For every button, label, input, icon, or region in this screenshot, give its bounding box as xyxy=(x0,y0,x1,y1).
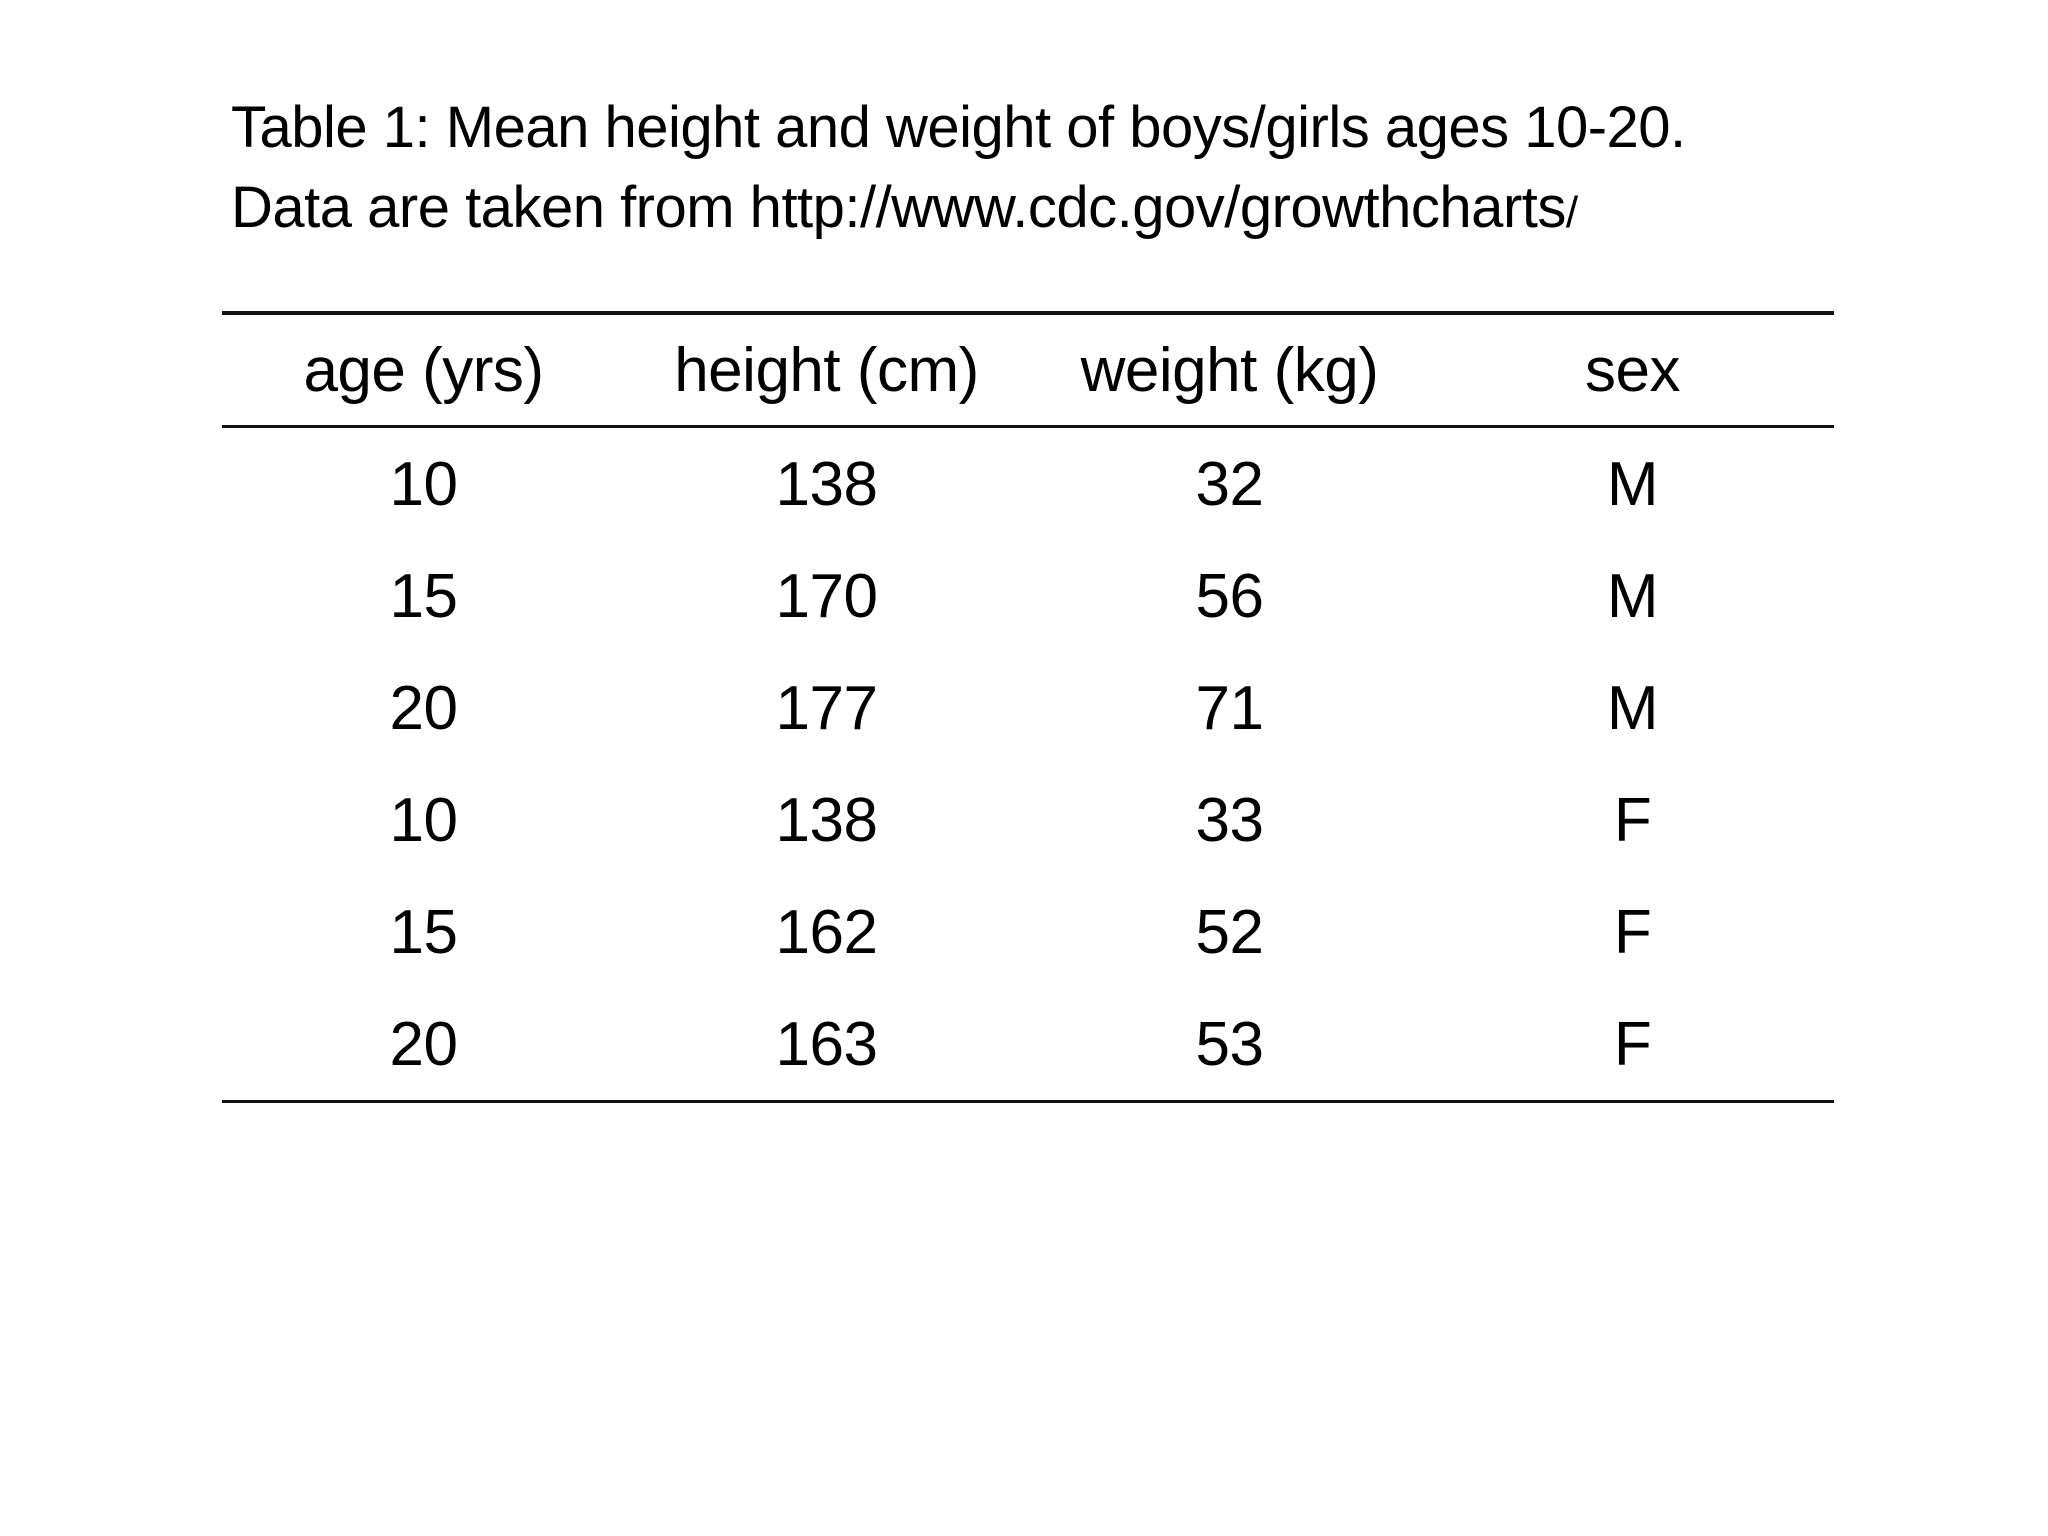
cell-sex: M xyxy=(1606,449,1659,519)
data-table: age (yrs) height (cm) weight (kg) sex 10… xyxy=(222,311,1834,1103)
caption-url-text: Data are taken from http://www.cdc.gov/g… xyxy=(231,175,1566,240)
cell-age: 10 xyxy=(389,449,458,519)
cell-height: 138 xyxy=(775,785,878,855)
cell-sex: M xyxy=(1606,561,1659,631)
header-cell-sex: sex xyxy=(1585,335,1680,405)
header-cell-height: height (cm) xyxy=(674,335,979,405)
cell-age: 20 xyxy=(389,673,458,743)
cell-age: 15 xyxy=(389,897,458,967)
cell-weight: 53 xyxy=(1195,1009,1264,1079)
cell-height: 163 xyxy=(775,1009,878,1079)
caption-line-2: Data are taken from http://www.cdc.gov/g… xyxy=(231,168,1931,253)
cell-age: 10 xyxy=(389,785,458,855)
table-row: 15 162 52 F xyxy=(222,876,1834,988)
cell-height: 162 xyxy=(775,897,878,967)
table-row: 10 138 33 F xyxy=(222,764,1834,876)
cell-age: 15 xyxy=(389,561,458,631)
cell-sex: F xyxy=(1613,1009,1652,1079)
table-row: 15 170 56 M xyxy=(222,540,1834,652)
table-row: 20 177 71 M xyxy=(222,652,1834,764)
caption-url-suffix: / xyxy=(1565,188,1578,237)
table-header-row: age (yrs) height (cm) weight (kg) sex xyxy=(222,315,1834,428)
cell-sex: M xyxy=(1606,673,1659,743)
cell-height: 177 xyxy=(775,673,878,743)
cell-weight: 56 xyxy=(1195,561,1264,631)
cell-weight: 33 xyxy=(1195,785,1264,855)
table-caption: Table 1: Mean height and weight of boys/… xyxy=(231,88,1931,253)
header-cell-weight: weight (kg) xyxy=(1080,335,1379,405)
cell-sex: F xyxy=(1613,785,1652,855)
table-row: 10 138 32 M xyxy=(222,428,1834,540)
cell-weight: 52 xyxy=(1195,897,1264,967)
cell-height: 170 xyxy=(775,561,878,631)
caption-line-1: Table 1: Mean height and weight of boys/… xyxy=(231,95,1686,160)
cell-weight: 32 xyxy=(1195,449,1264,519)
table-row: 20 163 53 F xyxy=(222,988,1834,1100)
cell-age: 20 xyxy=(389,1009,458,1079)
cell-sex: F xyxy=(1613,897,1652,967)
cell-weight: 71 xyxy=(1195,673,1264,743)
cell-height: 138 xyxy=(775,449,878,519)
header-cell-age: age (yrs) xyxy=(303,335,544,405)
